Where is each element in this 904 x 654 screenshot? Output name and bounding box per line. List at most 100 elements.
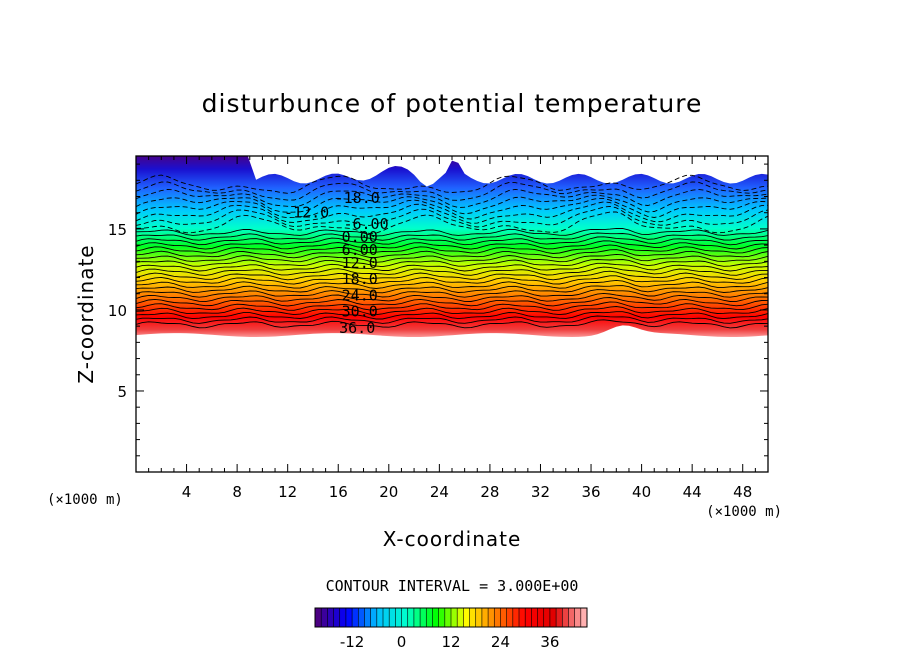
colorbar-cell <box>506 608 514 627</box>
x-tick-label: 40 <box>632 483 651 501</box>
contour-line-negative <box>136 188 768 208</box>
contour-line-positive <box>136 240 768 250</box>
contour-line-positive <box>136 244 768 254</box>
z-unit-label: (×1000 m) <box>47 492 123 508</box>
colorbar-cell <box>444 608 452 627</box>
colorbar-cell <box>531 608 538 627</box>
colorbar-cell <box>315 608 322 627</box>
contour-label: -18.0 <box>335 189 380 207</box>
contour-line-positive <box>136 253 768 263</box>
colorbar-cell <box>574 608 582 627</box>
colorbar-cell <box>549 608 557 627</box>
contour-line-positive <box>136 266 768 276</box>
colorbar-cell <box>562 608 569 627</box>
contour-line-positive <box>136 275 768 285</box>
colorbar-cell <box>395 608 402 627</box>
colorbar-cell <box>475 608 483 627</box>
contour-line-positive <box>136 292 768 303</box>
colorbar-cell <box>426 608 433 627</box>
x-tick-label: 24 <box>430 483 449 501</box>
y-tick-label: 15 <box>108 221 127 239</box>
contour-label: -12.0 <box>284 204 329 222</box>
contour-lines <box>136 174 768 329</box>
colorbar-cell <box>358 608 365 627</box>
colorbar-cell <box>383 608 390 627</box>
colorbar-cell <box>451 608 458 627</box>
contour-label: 18.0 <box>342 270 378 288</box>
colorbar-cell <box>457 608 464 627</box>
colorbar-cell <box>494 608 501 627</box>
contour-line-positive <box>136 311 768 320</box>
colorbar-tick-label: 36 <box>540 633 559 651</box>
colorbar-cell <box>407 608 415 627</box>
contour-line-negative <box>136 174 768 194</box>
x-tick-label: 44 <box>683 483 702 501</box>
colorbar-cell <box>370 608 378 627</box>
contour-line-negative <box>136 201 768 224</box>
contour-line-positive <box>136 297 768 307</box>
colorbar-cell <box>420 608 427 627</box>
colorbar-cell <box>413 608 421 627</box>
colorbar-cell <box>500 608 507 627</box>
x-unit-label: (×1000 m) <box>706 504 782 520</box>
colorbar: -12 0 12 24 36 <box>314 607 588 651</box>
colorbar-cell <box>543 608 551 627</box>
colorbar-cell <box>568 608 575 627</box>
colorbar-cell <box>432 608 439 627</box>
contour-label: -6.00 <box>343 215 388 233</box>
x-tick-label: 20 <box>379 483 398 501</box>
colorbar-tick-label: 0 <box>397 633 407 651</box>
contour-line-positive <box>136 236 768 246</box>
colorbar-cell <box>481 608 489 627</box>
contour-line-positive <box>136 279 768 289</box>
x-tick-label: 16 <box>329 483 348 501</box>
contour-line-negative <box>136 181 768 201</box>
contour-line-positive <box>136 319 768 329</box>
contour-line-positive <box>136 285 768 294</box>
colorbar-tick-label: 24 <box>491 633 510 651</box>
colorbar-cell <box>401 608 409 627</box>
field-gap <box>247 156 768 187</box>
colorbar-cell <box>469 608 477 627</box>
colorbar-cell <box>333 608 341 627</box>
colorbar-cell <box>345 608 353 627</box>
contour-line-positive <box>136 315 768 324</box>
contour-label: 6.00 <box>342 241 378 259</box>
contour-interval-text: CONTOUR INTERVAL = 3.000E+00 <box>326 577 579 595</box>
colorbar-cell <box>556 608 563 627</box>
x-tick-label: 48 <box>733 483 752 501</box>
contour-line-positive <box>136 232 768 241</box>
contour-line-positive <box>136 262 768 272</box>
colorbar-cell <box>352 608 359 627</box>
colorbar-cell <box>364 608 371 627</box>
contour-line-positive <box>136 289 768 298</box>
contour-line-negative <box>136 197 768 220</box>
contour-line-negative <box>136 194 768 215</box>
contour-label: 30.0 <box>342 303 378 321</box>
x-axis-label: X-coordinate <box>383 527 522 551</box>
colorbar-cell <box>339 608 347 627</box>
x-tick-label: 36 <box>581 483 600 501</box>
colorbar-cell <box>463 608 470 627</box>
y-tick-label: 5 <box>117 383 127 401</box>
x-tick-label: 8 <box>232 483 242 501</box>
x-tick-label: 28 <box>480 483 499 501</box>
x-tick-label: 4 <box>182 483 192 501</box>
colorbar-cell <box>537 608 545 627</box>
contour-label: 36.0 <box>339 319 375 337</box>
colorbar-cell <box>580 608 588 627</box>
contour-line-negative <box>136 211 768 234</box>
contour-line-positive <box>136 259 768 268</box>
contour-label: 0.00 <box>342 228 378 246</box>
colorbar-cell <box>389 608 396 627</box>
contour-label: 24.0 <box>342 286 378 304</box>
contour-line-positive <box>136 249 768 259</box>
colorbar-cell <box>525 608 532 627</box>
contour-line-positive <box>136 270 768 281</box>
colorbar-tick-label: 12 <box>441 633 460 651</box>
contour-label: 12.0 <box>342 254 378 272</box>
contour-line-negative <box>136 205 768 228</box>
x-tick-label: 32 <box>531 483 550 501</box>
